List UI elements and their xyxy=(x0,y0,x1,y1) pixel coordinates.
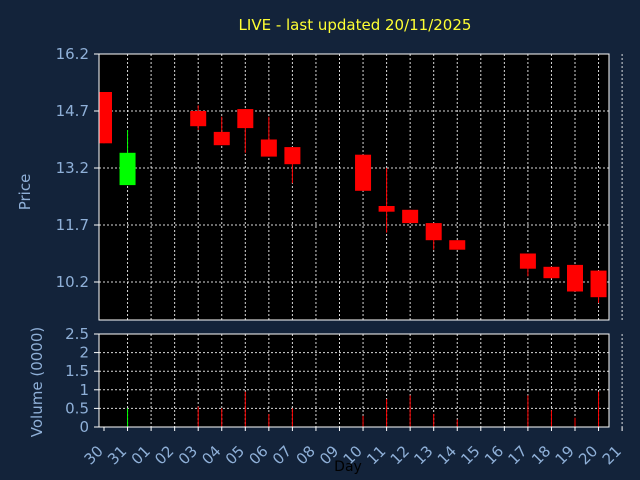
candle-body xyxy=(378,206,395,212)
volume-panel: 00.511.522.5 Volume (0000) xyxy=(28,325,623,437)
candle-body xyxy=(590,270,607,298)
price-plot-area xyxy=(99,54,609,320)
volume-axis-label: Volume (0000) xyxy=(28,327,46,437)
volume-frame xyxy=(98,333,610,428)
price-grid xyxy=(99,54,623,320)
volume-y-ticks: 00.511.522.5 xyxy=(65,325,99,436)
price-candles xyxy=(99,92,607,303)
candle-body xyxy=(567,264,583,292)
candle-body xyxy=(260,139,277,157)
price-tick-label: 11.7 xyxy=(56,216,89,234)
candle-body xyxy=(237,109,254,129)
x-tick-label: 11 xyxy=(363,442,389,468)
x-axis-label: Day xyxy=(334,459,362,475)
price-axis-label: Price xyxy=(16,174,34,211)
candle-body xyxy=(425,223,442,241)
candle-body xyxy=(119,152,136,186)
x-tick-label: 17 xyxy=(504,442,530,468)
candle-body xyxy=(402,209,419,224)
volume-bars xyxy=(127,391,600,427)
chart-title: LIVE - last updated 20/11/2025 xyxy=(239,16,472,34)
volume-tick-label: 1 xyxy=(79,381,89,399)
x-tick-label: 16 xyxy=(481,442,507,468)
x-tick-label: 08 xyxy=(293,442,319,468)
volume-tick-label: 2 xyxy=(79,344,89,362)
x-tick-label: 06 xyxy=(245,442,271,468)
x-tick-label: 02 xyxy=(151,442,177,468)
volume-tick-label: 1.5 xyxy=(65,362,89,380)
volume-tick-label: 0 xyxy=(79,418,89,436)
x-tick-label: 01 xyxy=(128,442,154,468)
x-tick-label: 07 xyxy=(269,442,295,468)
volume-plot-area xyxy=(99,334,609,427)
volume-grid xyxy=(99,334,623,427)
x-tick-label: 21 xyxy=(599,442,625,468)
candle-body xyxy=(543,266,560,279)
volume-tick-label: 2.5 xyxy=(65,325,89,343)
x-tick-label: 13 xyxy=(410,442,436,468)
x-tick-label: 14 xyxy=(434,442,460,468)
price-y-ticks: 16.2 14.7 13.2 11.7 10.2 xyxy=(56,45,99,291)
candle-body xyxy=(213,131,230,146)
price-frame xyxy=(98,53,610,321)
x-tick-label: 18 xyxy=(528,442,554,468)
x-tick-label: 19 xyxy=(552,442,578,468)
candle-body xyxy=(284,147,301,165)
x-tick-label: 15 xyxy=(457,442,483,468)
volume-tick-label: 0.5 xyxy=(65,399,89,417)
candle-body xyxy=(519,253,536,269)
price-panel: 16.2 14.7 13.2 11.7 10.2 Price xyxy=(16,45,623,321)
x-tick-label: 12 xyxy=(387,442,413,468)
x-tick-label: 30 xyxy=(81,442,107,468)
price-tick-label: 10.2 xyxy=(56,273,89,291)
candle-body xyxy=(449,240,466,250)
candle-body xyxy=(355,154,372,191)
price-tick-label: 16.2 xyxy=(56,45,89,63)
x-tick-label: 03 xyxy=(175,442,201,468)
x-tick-label: 31 xyxy=(104,442,130,468)
price-tick-label: 14.7 xyxy=(56,102,89,120)
x-tick-label: 04 xyxy=(198,442,224,468)
candle-body xyxy=(190,111,207,127)
price-tick-label: 13.2 xyxy=(56,159,89,177)
candle-body xyxy=(99,92,112,144)
x-tick-label: 05 xyxy=(222,442,248,468)
x-tick-label: 20 xyxy=(575,442,601,468)
